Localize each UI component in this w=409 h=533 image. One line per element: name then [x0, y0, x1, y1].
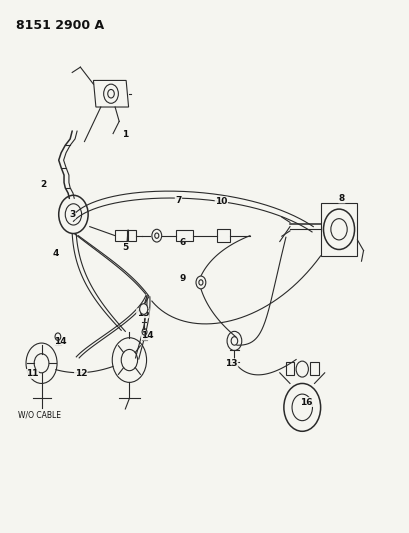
Text: 8: 8 [338, 194, 344, 203]
Text: 10: 10 [215, 197, 227, 206]
Text: 9: 9 [179, 273, 185, 282]
Circle shape [151, 229, 161, 242]
Text: 5: 5 [122, 244, 128, 253]
Text: 13: 13 [225, 359, 237, 368]
Text: 7: 7 [175, 196, 181, 205]
Text: 6: 6 [179, 238, 185, 247]
Circle shape [196, 276, 205, 289]
Text: 15: 15 [136, 309, 149, 318]
Text: 14: 14 [141, 331, 154, 340]
Text: 3: 3 [69, 210, 75, 219]
Text: 12: 12 [74, 369, 87, 378]
Circle shape [139, 304, 147, 314]
Text: 16: 16 [299, 398, 312, 407]
Text: 14: 14 [54, 337, 66, 346]
Text: 2: 2 [40, 180, 47, 189]
Text: 4: 4 [52, 249, 59, 258]
Text: 8151 2900 A: 8151 2900 A [16, 19, 104, 33]
Text: W/O CABLE: W/O CABLE [18, 410, 61, 419]
Text: 1: 1 [122, 130, 128, 139]
Text: 11: 11 [26, 369, 38, 378]
